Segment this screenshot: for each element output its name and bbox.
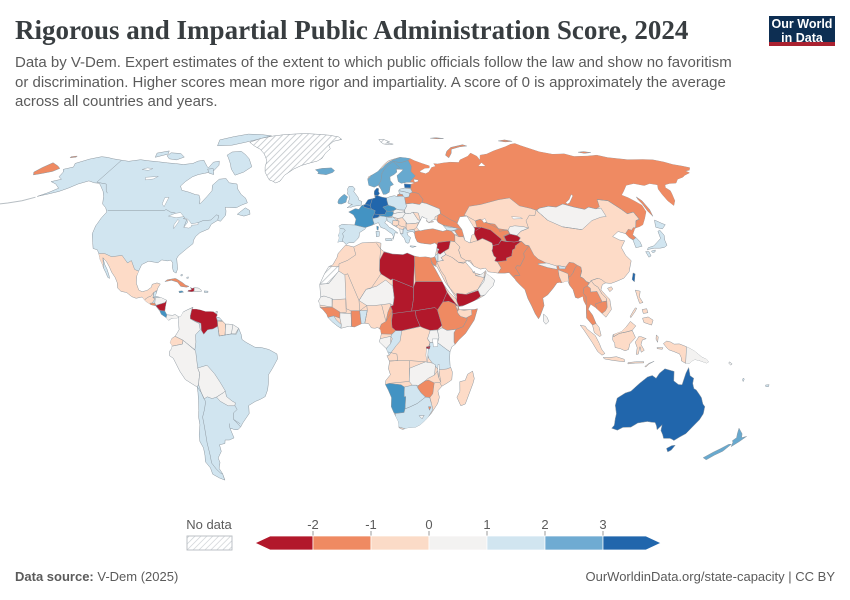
svg-text:1: 1 [483,517,490,532]
svg-text:-2: -2 [307,517,319,532]
svg-text:-1: -1 [365,517,377,532]
svg-text:3: 3 [599,517,606,532]
svg-text:No data: No data [186,517,232,532]
svg-text:0: 0 [425,517,432,532]
svg-text:2: 2 [541,517,548,532]
